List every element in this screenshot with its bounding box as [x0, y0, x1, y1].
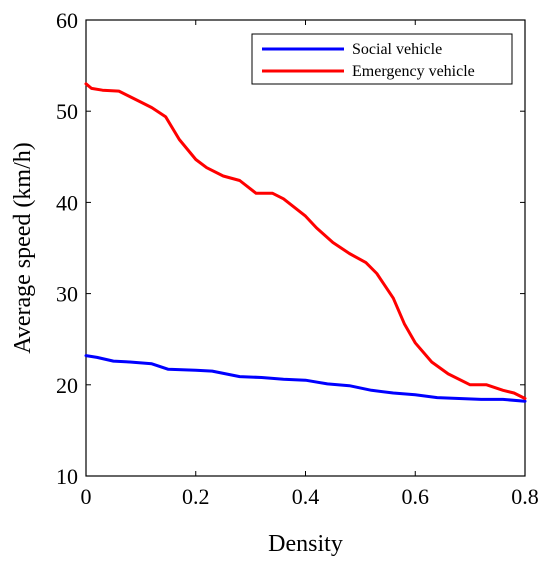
series-line-emergency-vehicle: [84, 82, 527, 400]
y-axis-label: Average speed (km/h): [10, 142, 36, 353]
y-tick-label: 20: [56, 373, 78, 398]
legend-label-social-vehicle: Social vehicle: [352, 41, 442, 58]
series-line-social-vehicle: [84, 354, 527, 403]
series-layer: [84, 82, 527, 403]
y-tick-label: 60: [56, 8, 78, 33]
y-tick-label: 50: [56, 99, 78, 124]
x-axis-ticks: 0 0.2 0.4 0.6 0.8: [81, 20, 539, 509]
legend: Social vehicle Emergency vehicle: [251, 33, 513, 85]
y-tick-label: 10: [56, 464, 78, 489]
x-tick-label: 0.6: [402, 484, 430, 509]
y-axis-ticks: 10 20 30 40 50 60: [56, 8, 525, 489]
y-tick-label: 40: [56, 190, 78, 215]
plot-area-frame: [85, 19, 526, 477]
x-tick-label: 0.8: [511, 484, 539, 509]
x-tick-label: 0: [81, 484, 92, 509]
legend-label-emergency-vehicle: Emergency vehicle: [352, 63, 475, 80]
y-tick-label: 30: [56, 282, 78, 307]
x-tick-label: 0.2: [182, 484, 210, 509]
legend-box: [251, 33, 513, 85]
x-tick-label: 0.4: [292, 484, 320, 509]
x-axis-label: Density: [268, 531, 343, 557]
